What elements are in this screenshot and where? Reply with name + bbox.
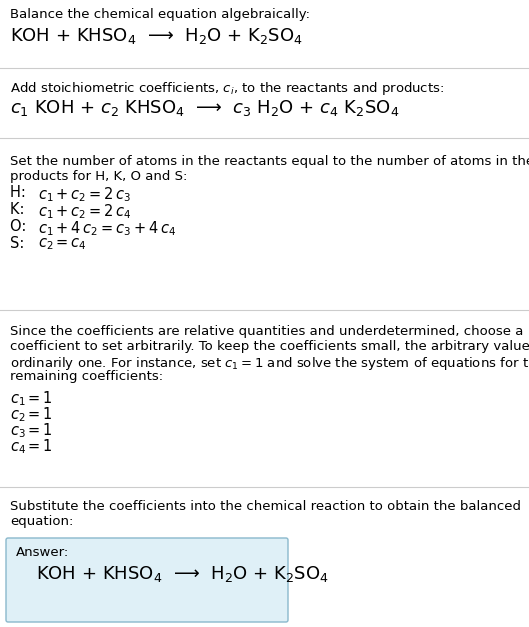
Text: Set the number of atoms in the reactants equal to the number of atoms in the: Set the number of atoms in the reactants… [10,155,529,168]
Text: products for H, K, O and S:: products for H, K, O and S: [10,170,187,183]
Text: KOH + KHSO$_4$  ⟶  H$_2$O + K$_2$SO$_4$: KOH + KHSO$_4$ ⟶ H$_2$O + K$_2$SO$_4$ [10,26,303,46]
Text: Balance the chemical equation algebraically:: Balance the chemical equation algebraica… [10,8,310,21]
Text: KOH + KHSO$_4$  ⟶  H$_2$O + K$_2$SO$_4$: KOH + KHSO$_4$ ⟶ H$_2$O + K$_2$SO$_4$ [36,564,329,584]
Text: $c_1 + c_2 = 2\,c_4$: $c_1 + c_2 = 2\,c_4$ [38,202,132,221]
Text: $c_1$ KOH + $c_2$ KHSO$_4$  ⟶  $c_3$ H$_2$O + $c_4$ K$_2$SO$_4$: $c_1$ KOH + $c_2$ KHSO$_4$ ⟶ $c_3$ H$_2$… [10,98,399,118]
Text: ordinarily one. For instance, set $c_1 = 1$ and solve the system of equations fo: ordinarily one. For instance, set $c_1 =… [10,355,529,372]
Text: Substitute the coefficients into the chemical reaction to obtain the balanced: Substitute the coefficients into the che… [10,500,521,513]
Text: Since the coefficients are relative quantities and underdetermined, choose a: Since the coefficients are relative quan… [10,325,523,338]
Text: $c_2 = c_4$: $c_2 = c_4$ [38,236,87,251]
Text: O:: O: [10,219,39,234]
Text: $c_3 = 1$: $c_3 = 1$ [10,421,53,440]
Text: coefficient to set arbitrarily. To keep the coefficients small, the arbitrary va: coefficient to set arbitrarily. To keep … [10,340,529,353]
Text: $c_1 = 1$: $c_1 = 1$ [10,389,53,408]
Text: K:: K: [10,202,37,217]
Text: H:: H: [10,185,38,200]
Text: $c_2 = 1$: $c_2 = 1$ [10,405,53,424]
Text: Answer:: Answer: [16,546,69,559]
Text: S:: S: [10,236,37,251]
Text: equation:: equation: [10,515,74,528]
FancyBboxPatch shape [6,538,288,622]
Text: Add stoichiometric coefficients, $c_i$, to the reactants and products:: Add stoichiometric coefficients, $c_i$, … [10,80,444,97]
Text: $c_4 = 1$: $c_4 = 1$ [10,437,53,456]
Text: remaining coefficients:: remaining coefficients: [10,370,163,383]
Text: $c_1 + c_2 = 2\,c_3$: $c_1 + c_2 = 2\,c_3$ [38,185,131,204]
Text: $c_1 + 4\,c_2 = c_3 + 4\,c_4$: $c_1 + 4\,c_2 = c_3 + 4\,c_4$ [38,219,176,238]
